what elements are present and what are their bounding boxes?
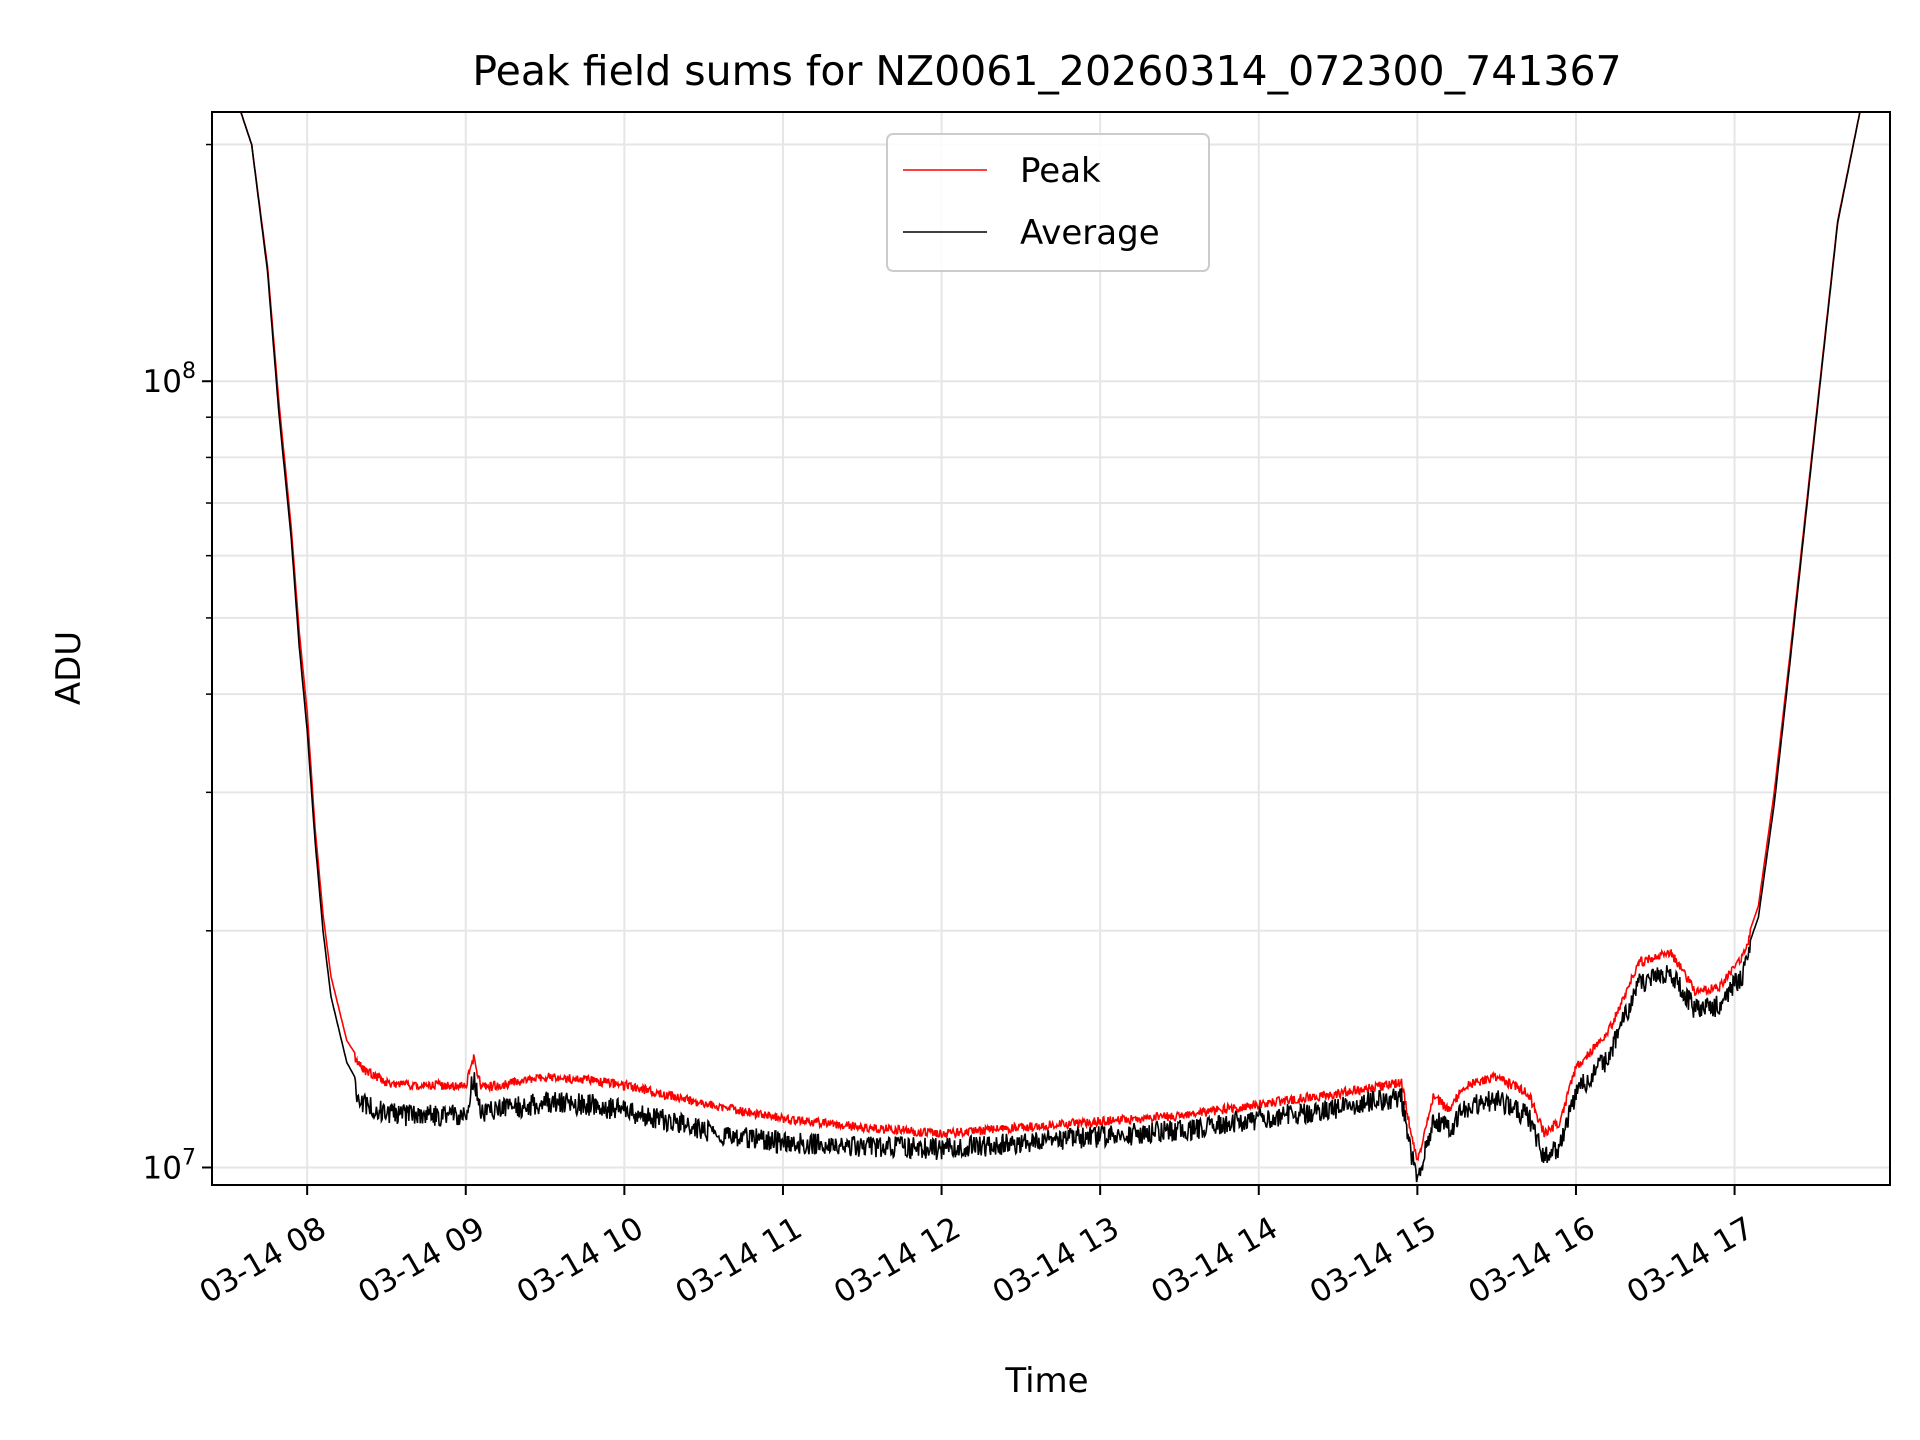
y-axis-label: ADU: [49, 631, 89, 705]
y-tick-label: 108: [143, 359, 196, 400]
y-tick-labels: 107 108: [143, 359, 196, 1186]
axis-ticks: [202, 143, 1736, 1195]
plot-frame: [211, 111, 1891, 1186]
x-axis-label: Time: [1004, 1361, 1088, 1401]
grid-lines: [212, 112, 1890, 1185]
legend: Peak Average: [886, 133, 1210, 272]
series-line-average: [239, 112, 1861, 1183]
legend-label-average: Average: [1020, 213, 1160, 253]
legend-label-peak: Peak: [1020, 151, 1101, 191]
chart-title: Peak field sums for NZ0061_20260314_0723…: [472, 47, 1621, 95]
series-lines: [239, 112, 1861, 1183]
y-tick-label: 107: [143, 1145, 196, 1186]
legend-box: [886, 133, 1210, 272]
series-line-peak: [239, 112, 1861, 1162]
